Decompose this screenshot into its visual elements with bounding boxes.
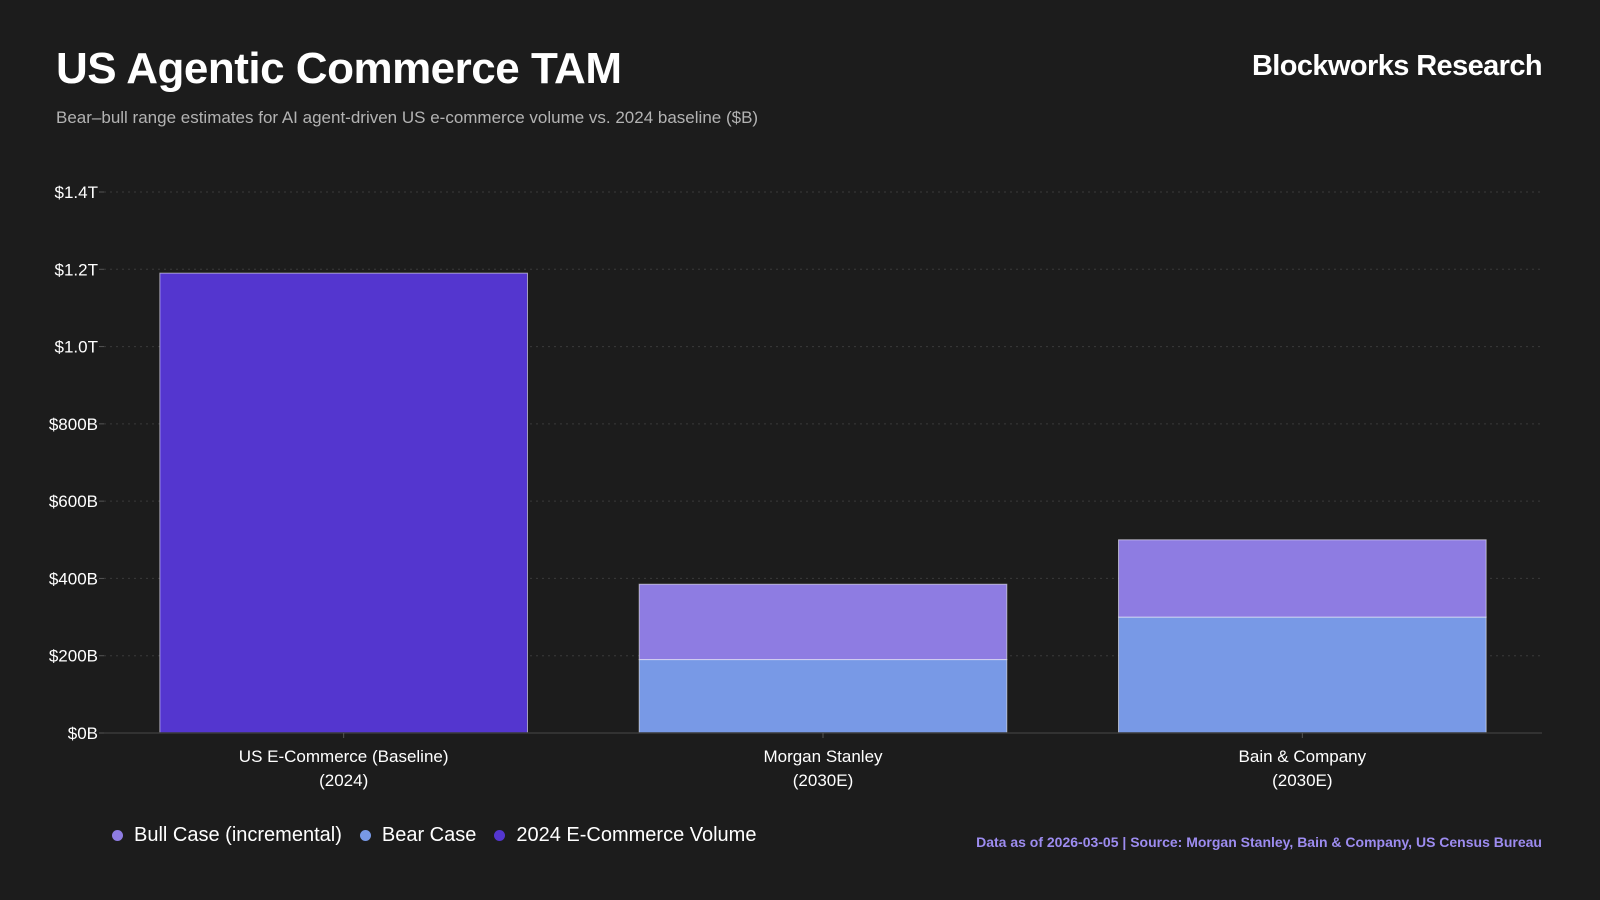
legend-marker-baseline bbox=[494, 830, 506, 841]
x-tick-label: (2030E) bbox=[793, 771, 853, 790]
legend-label-bull: Bull Case (incremental) bbox=[134, 824, 342, 846]
legend-marker-bull bbox=[112, 830, 123, 841]
axes: $0B $200B $400B $600B $800B $1.0T $1.2T $1.4T US… bbox=[49, 183, 1542, 790]
x-tick-label: Bain & Company bbox=[1239, 747, 1367, 766]
y-tick-label: $200B bbox=[49, 647, 98, 666]
legend-label-baseline: 2024 E-Commerce Volume bbox=[516, 824, 757, 846]
bar-bull-case-incremental--2 bbox=[1118, 539, 1487, 618]
brand-logo: Blockworks Research bbox=[1251, 50, 1543, 82]
x-tick-label: US E-Commerce (Baseline) bbox=[239, 747, 449, 766]
y-tick-label: $1.0T bbox=[55, 338, 98, 357]
bar-2024-e-commerce-volume-0 bbox=[159, 272, 528, 734]
bar-bear-case-1 bbox=[638, 659, 1008, 734]
y-tick-label: $1.4T bbox=[55, 183, 98, 202]
x-tick-label: (2024) bbox=[319, 771, 368, 790]
y-tick-label: $0B bbox=[68, 724, 98, 743]
bars bbox=[159, 272, 1487, 734]
legend-label-bear: Bear Case bbox=[381, 824, 477, 846]
legend: Bull Case (incremental) Bear Case 2024 E… bbox=[112, 824, 756, 847]
legend-item-baseline[interactable]: 2024 E-Commerce Volume bbox=[494, 824, 756, 847]
y-tick-label: $600B bbox=[49, 492, 98, 511]
y-tick-label: $1.2T bbox=[55, 260, 98, 279]
bar-bull-case-incremental--1 bbox=[638, 583, 1008, 661]
x-tick-label: (2030E) bbox=[1272, 771, 1332, 790]
legend-item-bear[interactable]: Bear Case bbox=[359, 824, 477, 847]
bar-bear-case-2 bbox=[1118, 616, 1487, 734]
y-tick-label: $800B bbox=[49, 415, 98, 434]
y-tick-label: $400B bbox=[49, 569, 98, 588]
x-tick-label: Morgan Stanley bbox=[763, 747, 883, 766]
chart-subtitle: Bear–bull range estimates for AI agent-d… bbox=[56, 108, 759, 127]
legend-marker-bear bbox=[359, 830, 371, 841]
legend-item-bull[interactable]: Bull Case (incremental) bbox=[112, 824, 342, 847]
chart-title: US Agentic Commerce TAM bbox=[56, 44, 622, 93]
source-note: Data as of 2026-03-05 | Source: Morgan S… bbox=[976, 834, 1542, 850]
